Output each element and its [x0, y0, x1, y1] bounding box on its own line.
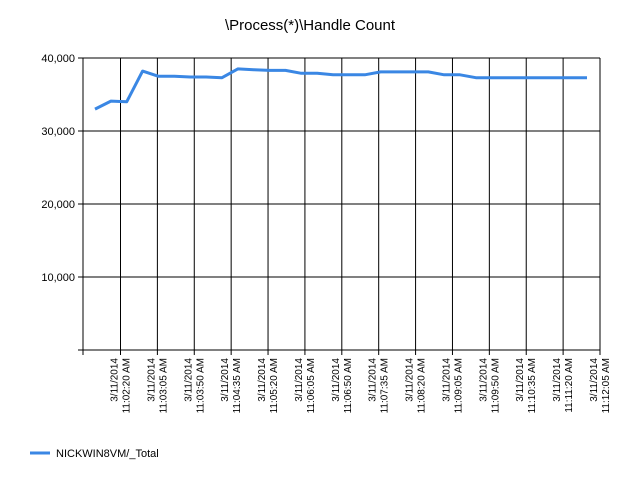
x-tick-time: 11:08:20 AM: [417, 358, 428, 413]
y-axis-tick-labels: 10,000 20,000 30,000 40,000: [41, 53, 75, 284]
x-tick-label: 3/11/2014 11:04:35 AM: [220, 358, 243, 414]
x-tick-label: 3/11/2014 11:03:05 AM: [146, 358, 169, 414]
x-tick-time: 11:12:05 AM: [601, 358, 612, 413]
x-tick-time: 11:09:50 AM: [490, 358, 501, 413]
x-tick-label: 3/11/2014 11:12:05 AM: [589, 358, 612, 414]
x-tick-date: 3/11/2014: [589, 358, 600, 402]
x-tick-label: 3/11/2014 11:06:05 AM: [294, 358, 317, 414]
x-tick-date: 3/11/2014: [331, 358, 342, 402]
x-tick-label: 3/11/2014 11:05:20 AM: [257, 358, 280, 414]
x-tick-time: 11:06:50 AM: [343, 358, 354, 413]
x-tick-time: 11:03:50 AM: [195, 358, 206, 413]
x-tick-date: 3/11/2014: [478, 358, 489, 402]
x-tick-date: 3/11/2014: [405, 358, 416, 402]
x-tick-label: 3/11/2014 11:09:50 AM: [478, 358, 501, 414]
x-tick-time: 11:02:20 AM: [122, 358, 133, 413]
x-tick-time: 11:07:35 AM: [380, 358, 391, 413]
x-tick-label: 3/11/2014 11:09:05 AM: [441, 358, 464, 414]
x-tick-date: 3/11/2014: [368, 358, 379, 402]
x-tick-time: 11:09:05 AM: [453, 358, 464, 413]
x-axis-tick-labels: 3/11/2014 11:02:20 AM 3/11/2014 11:03:05 AM…: [110, 358, 613, 414]
x-tick-date: 3/11/2014: [515, 358, 526, 402]
x-tick-label: 3/11/2014 11:06:50 AM: [331, 358, 354, 414]
x-tick-time: 11:10:35 AM: [527, 358, 538, 413]
x-tick-time: 11:06:05 AM: [306, 358, 317, 413]
x-tick-date: 3/11/2014: [552, 358, 563, 402]
x-tick-label: 3/11/2014 11:10:35 AM: [515, 358, 538, 414]
x-tick-time: 11:05:20 AM: [269, 358, 280, 413]
x-tick-date: 3/11/2014: [220, 358, 231, 402]
x-tick-date: 3/11/2014: [146, 358, 157, 402]
y-tick-label: 30,000: [41, 126, 75, 138]
legend: NICKWIN8VM/_Total: [30, 448, 159, 460]
x-tick-time: 11:03:05 AM: [158, 358, 169, 413]
grid-lines: [78, 57, 601, 355]
x-tick-label: 3/11/2014 11:07:35 AM: [368, 358, 391, 414]
y-tick-label: 20,000: [41, 199, 75, 211]
chart-title: \Process(*)\Handle Count: [225, 17, 396, 34]
y-tick-label: 40,000: [41, 53, 75, 65]
x-tick-label: 3/11/2014 11:03:50 AM: [183, 358, 206, 414]
plot-area: [94, 67, 587, 111]
x-tick-label: 3/11/2014 11:02:20 AM: [110, 358, 133, 414]
legend-label: NICKWIN8VM/_Total: [56, 448, 159, 460]
x-tick-label: 3/11/2014 11:08:20 AM: [405, 358, 428, 414]
x-tick-date: 3/11/2014: [441, 358, 452, 402]
x-tick-time: 11:11:20 AM: [564, 358, 575, 413]
x-tick-date: 3/11/2014: [294, 358, 305, 402]
y-tick-label: 10,000: [41, 272, 75, 284]
x-tick-date: 3/11/2014: [183, 358, 194, 402]
x-tick-time: 11:04:35 AM: [232, 358, 243, 413]
x-tick-date: 3/11/2014: [110, 358, 121, 402]
x-tick-date: 3/11/2014: [257, 358, 268, 402]
x-tick-label: 3/11/2014 11:11:20 AM: [552, 358, 575, 413]
series-line: [94, 67, 587, 111]
